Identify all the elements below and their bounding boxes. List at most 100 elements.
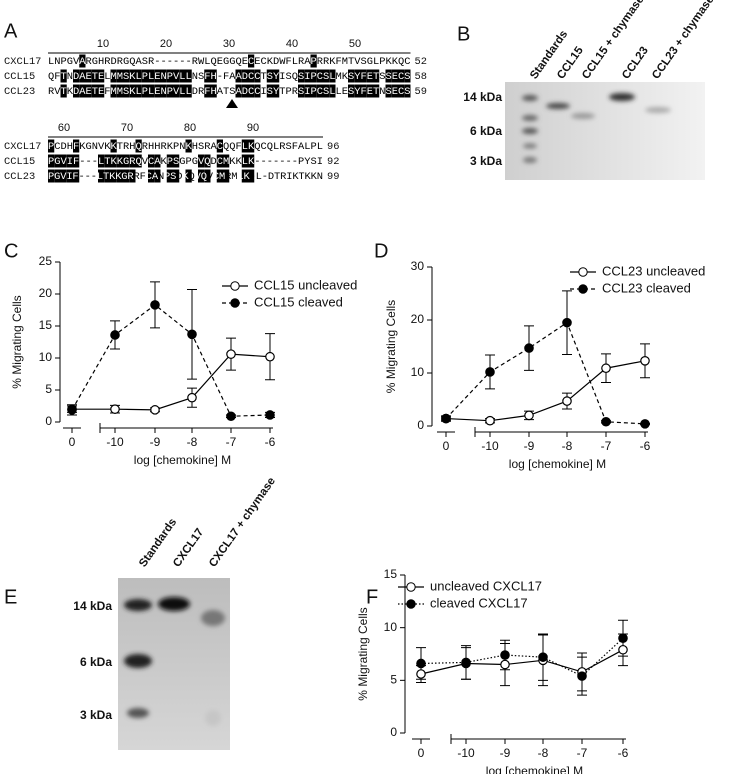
identity-highlight [148, 84, 155, 98]
y-tick-label: 0 [417, 418, 424, 432]
identity-highlight [404, 84, 411, 98]
identity-highlight [223, 169, 230, 183]
identity-highlight [310, 54, 317, 68]
x-tick-label: -6 [618, 746, 629, 760]
sequence-end: 58 [415, 71, 427, 83]
x-tick-label: -7 [577, 746, 588, 760]
identity-highlight [248, 169, 255, 183]
identity-highlight [79, 54, 86, 68]
legend-marker [578, 267, 588, 277]
identity-highlight [104, 169, 111, 183]
identity-highlight [116, 154, 123, 168]
identity-highlight [354, 84, 361, 98]
sequence-name: CXCL17 [4, 56, 41, 68]
identity-highlight [73, 139, 80, 153]
data-point [562, 396, 572, 406]
identity-highlight [198, 154, 205, 168]
identity-highlight [116, 169, 123, 183]
data-point [601, 416, 611, 427]
x-tick-label: -8 [187, 435, 198, 449]
y-tick-label: 30 [411, 259, 425, 273]
identity-highlight [73, 169, 80, 183]
ruler-number: 60 [58, 122, 70, 134]
size-marker: 3 kDa [80, 708, 112, 722]
gel-bands [522, 93, 671, 163]
identity-highlight [123, 84, 130, 98]
panel-label: B [457, 23, 470, 45]
panel-label: D [374, 240, 388, 262]
identity-highlight [60, 154, 67, 168]
y-tick-label: 15 [384, 567, 398, 581]
identity-highlight [273, 84, 280, 98]
identity-highlight [348, 84, 355, 98]
identity-highlight [241, 169, 248, 183]
x-axis-label: log [chemokine] M [509, 457, 606, 471]
x-tick-label: 0 [443, 439, 450, 453]
identity-highlight [110, 169, 117, 183]
data-point [265, 410, 275, 420]
gel-bands [124, 597, 225, 726]
identity-highlight [135, 84, 142, 98]
sequence-name: CCL23 [4, 86, 35, 98]
identity-highlight [179, 84, 186, 98]
identity-highlight [348, 69, 355, 83]
identity-highlight [241, 84, 248, 98]
legend-label: CCL15 uncleaved [254, 277, 357, 292]
identity-highlight [210, 84, 217, 98]
identity-highlight [48, 169, 55, 183]
identity-highlight [141, 69, 148, 83]
sequence: QFTNDAETELMMSKLPLENPVLLNSFH-FAADCCTSYISQ… [48, 71, 411, 83]
identity-highlight [148, 69, 155, 83]
data-point [441, 413, 451, 424]
y-tick-label: 20 [39, 286, 53, 300]
identity-highlight [298, 69, 305, 83]
identity-highlight [241, 139, 248, 153]
y-axis-label: % Migrating Cells [384, 300, 398, 393]
ruler-number: 10 [97, 38, 109, 50]
identity-highlight [323, 84, 330, 98]
identity-highlight [141, 84, 148, 98]
legend-label: uncleaved CXCL17 [430, 578, 542, 593]
identity-highlight [91, 84, 98, 98]
identity-highlight [154, 154, 161, 168]
ruler-number: 50 [349, 38, 361, 50]
panel-label: E [4, 586, 17, 608]
identity-highlight [135, 139, 142, 153]
y-tick-label: 0 [45, 414, 52, 428]
identity-highlight [154, 169, 161, 183]
identity-highlight [185, 84, 192, 98]
data-point [187, 329, 197, 340]
identity-highlight [254, 84, 261, 98]
identity-highlight [248, 154, 255, 168]
x-tick-label: 0 [418, 746, 425, 760]
identity-highlight [266, 84, 273, 98]
panel-label: F [366, 586, 378, 608]
data-point [577, 671, 587, 681]
data-point [601, 363, 611, 374]
lane-label: CXCL17 + chymase [207, 475, 278, 569]
chart: 0 5 10 15 20 25 0 -10 -9 -8 -7 -6 log [chemokine] M%… [10, 254, 357, 467]
y-tick-label: 10 [39, 350, 53, 364]
lane-label: CXCL17 [171, 526, 206, 569]
y-tick-label: 20 [411, 312, 425, 326]
sequence-name: CXCL17 [4, 141, 41, 153]
size-marker: 14 kDa [463, 90, 502, 104]
data-point [150, 300, 160, 310]
identity-highlight [160, 69, 167, 83]
identity-highlight [241, 69, 248, 83]
identity-highlight [160, 84, 167, 98]
legend-label: CCL15 cleaved [254, 294, 343, 309]
identity-highlight [198, 169, 205, 183]
sequence-end: 92 [327, 156, 339, 168]
legend-marker [406, 582, 416, 592]
x-tick-label: -7 [226, 435, 237, 449]
identity-highlight [79, 84, 86, 98]
x-tick-label: -9 [150, 435, 161, 449]
sequence-name: CCL15 [4, 71, 35, 83]
identity-highlight [148, 154, 155, 168]
identity-highlight [135, 154, 142, 168]
identity-highlight [98, 84, 105, 98]
data-point [416, 658, 426, 669]
identity-highlight [110, 84, 117, 98]
size-marker: 6 kDa [470, 124, 502, 138]
